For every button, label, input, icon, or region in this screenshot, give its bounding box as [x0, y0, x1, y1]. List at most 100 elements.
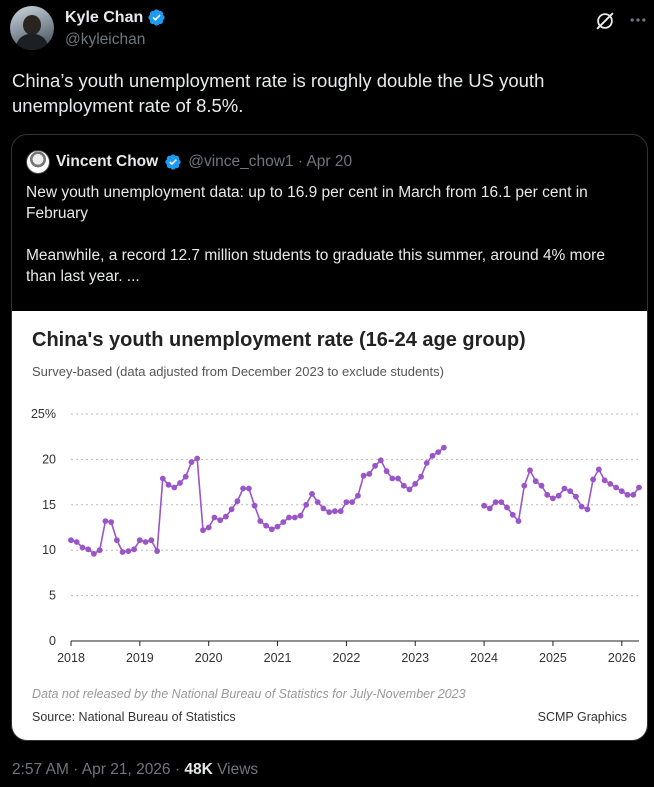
- more-options-icon[interactable]: [628, 10, 648, 30]
- data-point: [291, 514, 298, 521]
- data-point: [343, 499, 350, 505]
- series-line: [70, 446, 445, 555]
- x-tick-label: 2019: [126, 651, 154, 665]
- data-point: [538, 482, 545, 489]
- data-point: [400, 482, 407, 489]
- data-point: [274, 523, 281, 530]
- data-point: [68, 537, 74, 544]
- tweet-text: China’s youth unemployment rate is rough…: [12, 70, 545, 116]
- chart-credit: SCMP Graphics: [537, 710, 627, 724]
- series-line: [483, 467, 640, 523]
- data-point: [349, 499, 355, 505]
- author-display-name[interactable]: Kyle Chan: [65, 8, 144, 26]
- data-point: [555, 492, 562, 499]
- tweet-header: Kyle Chan @kyleichan: [10, 6, 646, 54]
- data-point: [200, 527, 206, 534]
- data-point: [498, 499, 505, 505]
- data-point: [383, 468, 390, 475]
- data-point: [504, 504, 510, 511]
- data-point: [85, 546, 92, 553]
- author-name-row: Kyle Chan: [65, 8, 166, 27]
- data-point: [630, 491, 637, 498]
- data-point: [561, 485, 568, 492]
- data-point: [136, 537, 143, 544]
- data-point: [314, 499, 321, 505]
- quoted-author-name[interactable]: Vincent Chow: [56, 153, 159, 170]
- tweet-footer: 2:57 AM · Apr 21, 2026 · 48K Views: [12, 761, 258, 779]
- data-point: [377, 457, 384, 464]
- data-point: [125, 548, 132, 554]
- data-point: [309, 491, 315, 497]
- data-point: [624, 491, 631, 498]
- data-point: [429, 452, 436, 459]
- data-point: [268, 526, 275, 533]
- data-point: [590, 476, 596, 483]
- data-point: [165, 481, 172, 488]
- chart-source: Source: National Bureau of Statistics: [32, 710, 236, 724]
- data-point: [102, 518, 109, 524]
- data-point: [355, 492, 361, 499]
- y-tick-label: 5: [49, 589, 56, 603]
- data-point: [257, 518, 264, 524]
- data-point: [337, 508, 344, 515]
- data-point: [326, 509, 333, 515]
- data-point: [550, 495, 556, 502]
- data-point: [360, 472, 367, 479]
- data-point: [636, 484, 642, 491]
- data-point: [492, 499, 499, 505]
- data-point: [320, 505, 327, 512]
- x-tick-label: 2020: [195, 651, 223, 665]
- quoted-author-avatar[interactable]: [26, 150, 50, 174]
- quoted-paragraph-2: Meanwhile, a record 12.7 million student…: [26, 247, 605, 285]
- x-tick-label: 2024: [470, 651, 498, 665]
- data-point: [280, 519, 287, 525]
- quoted-tweet[interactable]: Vincent Chow @vince_chow1 · Apr 20 New y…: [11, 134, 648, 741]
- data-point: [406, 486, 413, 493]
- data-point: [228, 506, 235, 513]
- author-handle[interactable]: @kyleichan: [65, 31, 146, 48]
- data-point: [509, 511, 516, 518]
- y-tick-label: 20: [42, 452, 56, 466]
- data-point: [303, 501, 310, 508]
- data-point: [601, 477, 608, 484]
- views-count: 48K: [184, 761, 213, 778]
- chart-image[interactable]: China's youth unemployment rate (16-24 a…: [12, 311, 647, 740]
- quoted-author-handle-date[interactable]: @vince_chow1 · Apr 20: [188, 153, 353, 170]
- x-tick-label: 2018: [57, 651, 85, 665]
- data-point: [332, 508, 338, 515]
- data-point: [607, 481, 614, 487]
- data-point: [234, 498, 241, 505]
- chart-subtitle: Survey-based (data adjusted from Decembe…: [32, 364, 444, 379]
- data-point: [372, 462, 378, 469]
- tweet-timestamp[interactable]: 2:57 AM · Apr 21, 2026 ·: [12, 761, 181, 778]
- data-point: [96, 547, 103, 554]
- line-chart: 0 5 10 15 20 25% 2018 2019 2020 2021 2022 2023 2024 2…: [31, 407, 642, 665]
- x-tick-label: 2022: [332, 651, 360, 665]
- data-point: [205, 524, 212, 531]
- data-point: [441, 444, 447, 451]
- data-point: [527, 467, 533, 474]
- data-point: [584, 506, 591, 513]
- data-point: [240, 485, 247, 492]
- grok-icon[interactable]: [594, 10, 616, 32]
- data-point: [79, 544, 86, 551]
- y-tick-label: 10: [42, 543, 56, 557]
- verified-badge-icon: [148, 9, 165, 26]
- data-point: [481, 502, 487, 509]
- chart-note: Data not released by the National Bureau…: [32, 687, 466, 701]
- data-point: [515, 518, 522, 524]
- author-avatar[interactable]: [10, 6, 54, 50]
- data-point: [423, 460, 430, 466]
- data-point: [108, 519, 115, 525]
- x-tick-label: 2021: [264, 651, 292, 665]
- data-point: [119, 549, 126, 555]
- data-point: [521, 482, 528, 489]
- x-tick-label: 2025: [539, 651, 567, 665]
- data-point: [211, 514, 218, 521]
- data-point: [613, 484, 619, 491]
- data-point: [114, 537, 120, 544]
- data-point: [148, 537, 155, 544]
- data-point: [532, 478, 539, 485]
- data-point: [177, 480, 183, 486]
- data-point: [217, 517, 224, 524]
